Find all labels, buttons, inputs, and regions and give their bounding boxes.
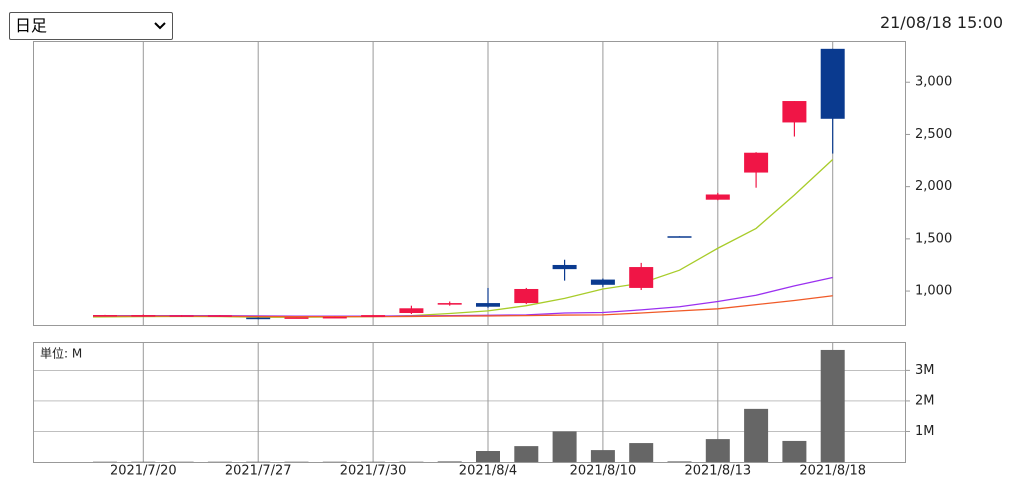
x-tick-label: 2021/8/13 [684,464,751,479]
candle-body [629,267,654,288]
moving-average [92,159,834,318]
y-tick-label: 3M [915,363,935,378]
candle-body [207,315,232,317]
candle-body [590,279,615,285]
candle-body [782,101,807,123]
volume-bar [744,408,769,462]
candle-body [705,194,730,200]
y-tick-label: 1M [915,424,935,439]
volume-bar [476,451,500,462]
y-tick-label: 2,000 [915,179,952,194]
x-tick-label: 2021/7/20 [110,464,177,479]
x-tick-label: 2021/8/18 [799,464,866,479]
moving-average [93,295,833,318]
x-tick-label: 2021/7/27 [225,464,292,479]
volume-bar [629,443,654,462]
candle-body [399,308,424,313]
select-text: 日足 [15,16,48,35]
x-tick-label: 2021/7/30 [340,464,407,479]
volume-panel [33,342,906,463]
y-tick-label: 1,000 [915,284,952,299]
candle-body [437,303,462,305]
candle-body [820,48,845,119]
moving-average [93,276,833,317]
x-tick-label: 2021/8/10 [570,464,637,479]
y-tick-label: 1,500 [915,231,952,246]
price-panel [33,41,906,326]
candle-body [246,317,271,320]
chevron [154,22,166,30]
candle-body [131,315,156,317]
candle-body [744,152,769,173]
candle-body [552,264,577,270]
candle-body [284,317,309,319]
volume-bar [514,446,539,462]
y-tick-label: 2M [915,393,935,408]
candle-body [514,288,539,304]
volume-bar [820,349,845,462]
volume-bar [552,431,577,462]
candle-body [322,316,347,319]
period-select[interactable]: 日足 [9,12,173,40]
candle-body [476,303,500,307]
volume-bar [705,439,730,462]
x-tick-label: 2021/8/4 [459,464,517,479]
volume-bar [782,440,807,462]
y-tick-label: 3,000 [915,75,952,90]
volume-bar [590,450,615,462]
candle-body [667,236,692,238]
candle-body [169,315,194,317]
y-tick-label: 2,500 [915,127,952,142]
timestamp: 21/08/18 15:00 [879,13,1003,32]
candle-body [361,315,386,317]
unit-label: 単位: M [40,346,82,361]
volume-bar [437,461,462,462]
volume-bar [667,461,692,462]
candle-body [93,315,117,317]
